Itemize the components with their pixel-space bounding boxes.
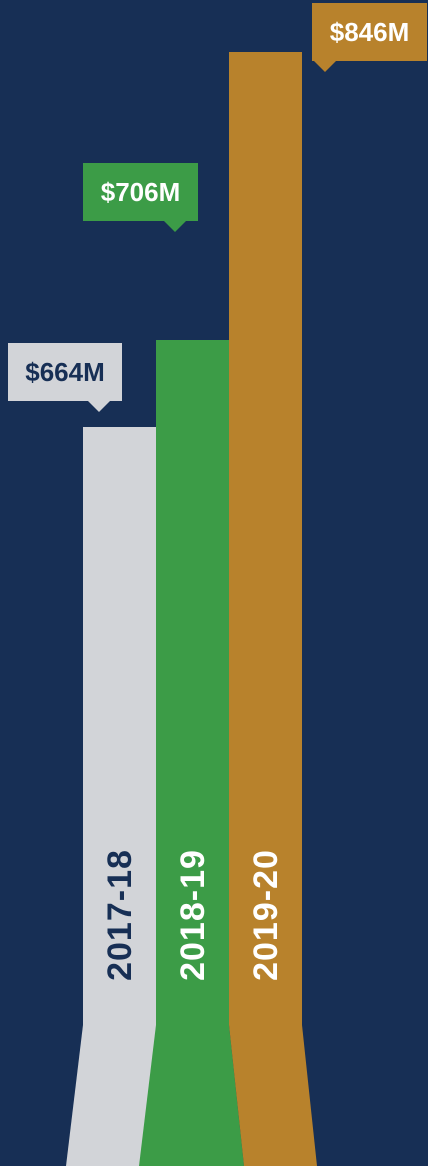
category-label: 2019-20 bbox=[246, 849, 285, 981]
value-label-text: $706M bbox=[100, 177, 181, 207]
bar-2017-18 bbox=[83, 427, 156, 1025]
value-label: $706M bbox=[83, 163, 198, 232]
callout-pointer bbox=[88, 401, 110, 412]
bar-2018-19 bbox=[156, 340, 229, 1025]
callout-pointer bbox=[314, 61, 336, 72]
bar-2019-20 bbox=[229, 52, 302, 1025]
value-label-text: $846M bbox=[329, 17, 410, 47]
value-label: $664M bbox=[8, 343, 122, 412]
bar-foot-2018-19 bbox=[139, 1025, 244, 1166]
callout-pointer bbox=[164, 221, 186, 232]
value-label-text: $664M bbox=[25, 357, 105, 387]
bar-foot-2019-20 bbox=[229, 1025, 317, 1166]
category-label: 2017-18 bbox=[100, 849, 139, 981]
category-label: 2018-19 bbox=[173, 849, 212, 981]
value-label: $846M bbox=[312, 3, 427, 72]
bar-foot-2017-18 bbox=[66, 1025, 156, 1166]
